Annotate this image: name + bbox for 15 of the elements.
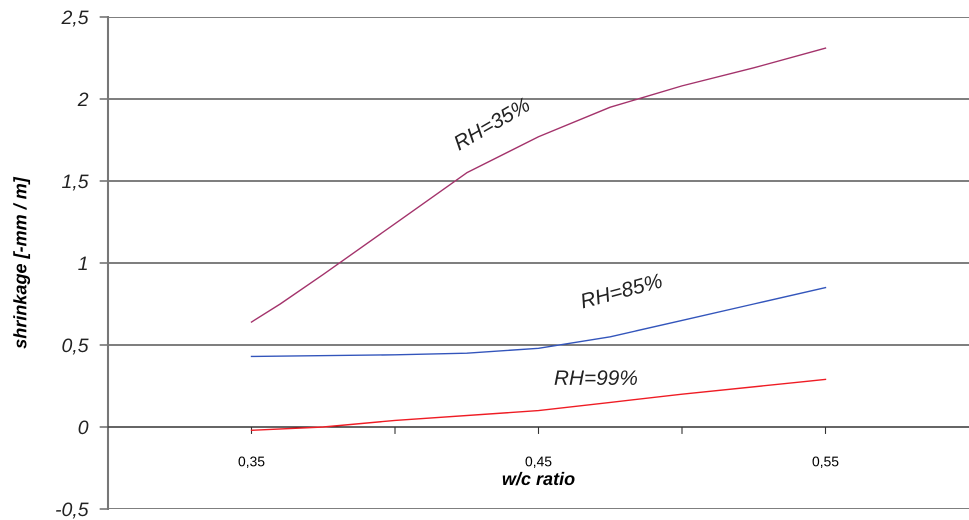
y-tick-label: 0,5	[62, 338, 89, 355]
y-tick-label: 1,5	[62, 174, 89, 191]
text: RH=85%	[579, 273, 663, 309]
x-tick-label: 0,35	[238, 456, 264, 468]
x-tick-label: 0,55	[812, 456, 838, 468]
y-tick-label: -0,5	[56, 502, 89, 519]
y-tick-label: 1	[78, 256, 87, 270]
series-label: RH=99%	[554, 370, 637, 386]
y-tick-label: 2,5	[61, 10, 89, 27]
y-axis-title: shrinkage [-mm / m]	[13, 176, 30, 349]
x-tick-label: 0,45	[526, 456, 552, 468]
y-tick-label: 0	[78, 420, 88, 434]
x-axis-title: w/c ratio	[502, 472, 575, 486]
line-series	[250, 47, 826, 323]
y-tick-label: 2	[78, 92, 88, 106]
